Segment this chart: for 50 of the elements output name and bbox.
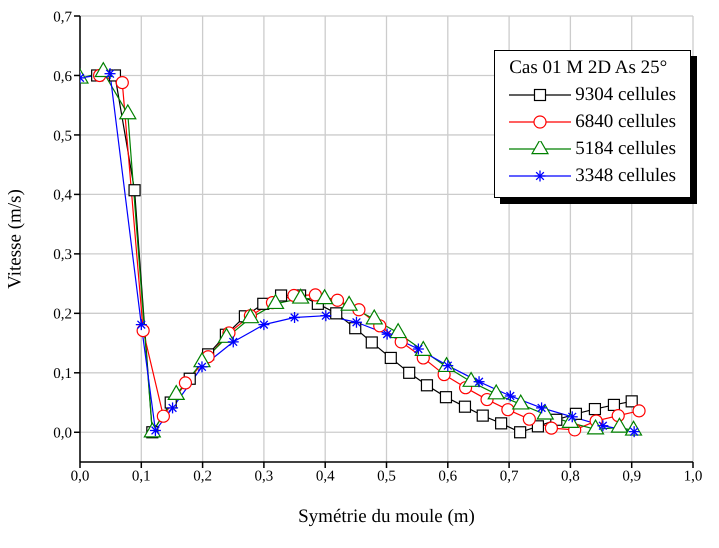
y-tick-label: 0,3 bbox=[53, 247, 72, 264]
point bbox=[308, 288, 322, 302]
y-tick-label: 0,7 bbox=[53, 9, 72, 26]
point bbox=[612, 409, 625, 422]
point bbox=[588, 402, 602, 416]
y-tick-label: 0,6 bbox=[53, 68, 72, 85]
point bbox=[608, 398, 620, 412]
x-tick-label: 0,8 bbox=[561, 468, 580, 485]
x-tick-label: 0,5 bbox=[377, 468, 396, 485]
legend-title: Cas 01 M 2D As 25° bbox=[509, 57, 668, 79]
point bbox=[495, 417, 508, 430]
y-tick-label: 0,5 bbox=[53, 128, 72, 144]
point bbox=[116, 76, 129, 90]
point bbox=[366, 336, 378, 349]
y-tick-label: 0,2 bbox=[53, 306, 72, 323]
point bbox=[626, 395, 638, 408]
legend-label: 3348 cellules bbox=[575, 164, 676, 188]
y-tick-label: 0,1 bbox=[53, 366, 72, 382]
point bbox=[178, 376, 192, 390]
x-tick-label: 0,3 bbox=[254, 468, 274, 485]
point bbox=[420, 379, 434, 392]
point bbox=[544, 422, 558, 435]
x-tick-label: 0,0 bbox=[70, 468, 90, 485]
legend-label: 5184 cellules bbox=[575, 137, 676, 161]
point bbox=[128, 184, 141, 196]
point bbox=[330, 307, 342, 320]
legend-label: 9304 cellules bbox=[575, 83, 676, 107]
x-tick-label: 0,2 bbox=[193, 468, 212, 485]
point bbox=[440, 391, 452, 404]
x-tick-label: 1,0 bbox=[684, 468, 702, 485]
point bbox=[403, 366, 416, 379]
x-tick-label: 0,7 bbox=[500, 468, 519, 485]
point bbox=[384, 352, 397, 364]
point bbox=[458, 400, 472, 413]
point bbox=[632, 404, 646, 418]
x-tick-label: 0,9 bbox=[622, 468, 642, 485]
point bbox=[514, 426, 526, 438]
point bbox=[156, 410, 170, 423]
point bbox=[476, 410, 489, 422]
point bbox=[330, 294, 344, 307]
x-axis-title: Symétrie du moule (m) bbox=[298, 506, 475, 527]
y-tick-label: 0,0 bbox=[53, 426, 72, 442]
point bbox=[532, 420, 544, 432]
x-tick-label: 0,6 bbox=[438, 468, 458, 485]
point bbox=[522, 412, 536, 426]
y-tick-label: 0,4 bbox=[53, 188, 72, 204]
x-tick-label: 0,4 bbox=[316, 468, 336, 485]
point bbox=[501, 403, 514, 416]
legend-label: 6840 cellules bbox=[575, 110, 676, 134]
x-tick-label: 0,1 bbox=[132, 468, 151, 485]
